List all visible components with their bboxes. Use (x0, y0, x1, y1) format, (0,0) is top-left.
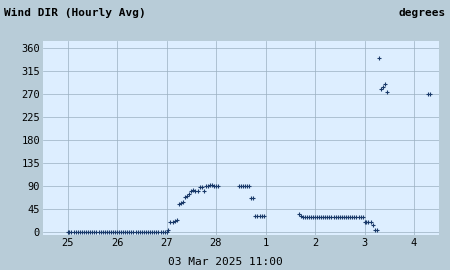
Text: degrees: degrees (398, 8, 446, 18)
Text: Wind DIR (Hourly Avg): Wind DIR (Hourly Avg) (4, 8, 146, 18)
Text: 03 Mar 2025 11:00: 03 Mar 2025 11:00 (167, 257, 283, 267)
